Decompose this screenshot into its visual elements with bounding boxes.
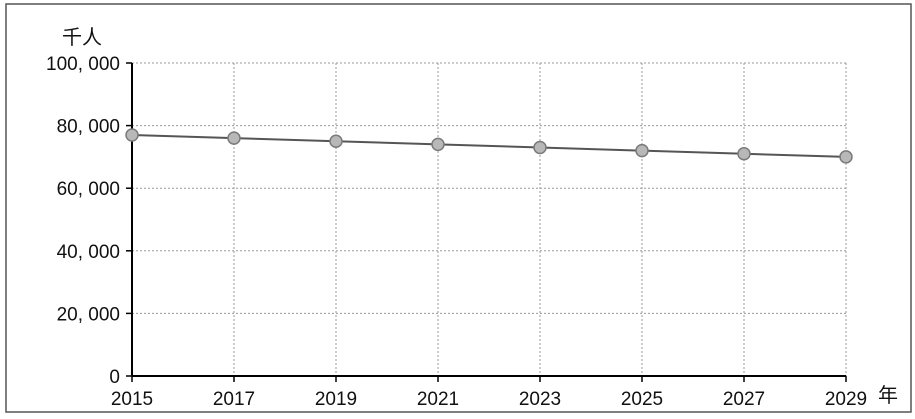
y-tick-label: 0 xyxy=(109,367,120,388)
x-tick-label: 2019 xyxy=(315,389,357,410)
x-tick-label: 2027 xyxy=(723,389,765,410)
outer-border xyxy=(5,3,912,413)
y-tick-label: 100, 000 xyxy=(46,54,120,75)
axes xyxy=(126,62,847,382)
data-point xyxy=(125,128,139,142)
x-tick-label: 2017 xyxy=(213,389,255,410)
y-tick-label: 80, 000 xyxy=(57,117,120,138)
y-tick-labels: 0 20, 000 40, 000 60, 000 80, 000 100, 000 xyxy=(46,54,120,388)
data-point xyxy=(737,147,751,161)
y-tick-label: 60, 000 xyxy=(57,179,120,200)
data-point xyxy=(329,134,343,148)
y-axis-unit-label: 千人 xyxy=(62,26,102,49)
data-point xyxy=(227,131,241,145)
series xyxy=(125,128,853,164)
y-tick-label: 40, 000 xyxy=(57,242,120,263)
x-axis-unit-label: 年 xyxy=(878,384,898,407)
y-tick-label: 20, 000 xyxy=(57,304,120,325)
data-point xyxy=(431,137,445,152)
data-point xyxy=(533,140,547,155)
x-tick-labels: 2015 2017 2019 2021 2023 2025 2027 2029 xyxy=(111,389,867,410)
x-tick-label: 2021 xyxy=(417,389,459,410)
data-point xyxy=(635,143,649,158)
x-tick-label: 2023 xyxy=(519,389,561,410)
x-tick-label: 2025 xyxy=(621,389,663,410)
x-tick-label: 2015 xyxy=(111,389,153,410)
data-point xyxy=(839,150,853,164)
x-tick-label: 2029 xyxy=(825,389,867,410)
grid xyxy=(132,62,847,376)
series-line xyxy=(131,133,847,158)
